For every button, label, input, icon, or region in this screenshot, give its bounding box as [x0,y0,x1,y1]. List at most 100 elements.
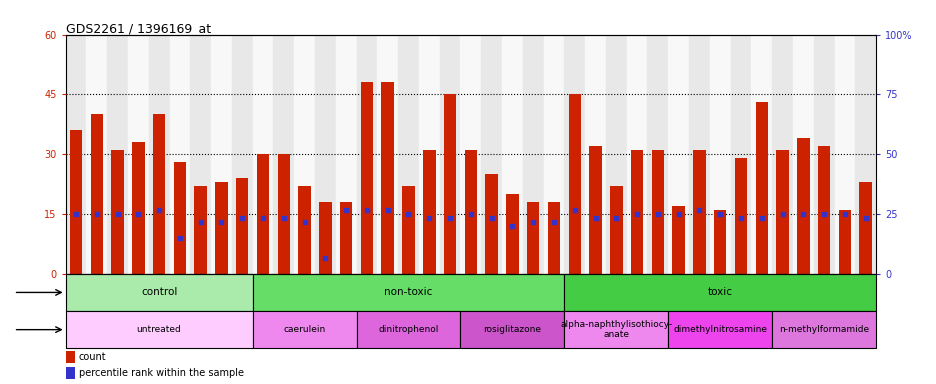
Point [753,215,768,221]
Bar [314,35,335,274]
Point [213,219,228,225]
Bar [173,162,186,274]
Point [816,211,831,217]
Text: caerulein: caerulein [284,325,326,334]
Bar [543,35,563,274]
Bar [460,311,563,348]
Bar [693,150,705,274]
Point [338,207,353,213]
Bar [357,311,460,348]
Point [733,215,748,221]
Bar [522,35,543,274]
Point [691,207,706,213]
Bar [91,114,103,274]
Bar [444,94,456,274]
Bar [335,35,357,274]
Point [588,215,603,221]
Text: n-methylformamide: n-methylformamide [778,325,869,334]
Bar [776,150,788,274]
Bar [647,35,667,274]
Bar [190,35,211,274]
Text: GDS2261 / 1396169_at: GDS2261 / 1396169_at [66,22,211,35]
Text: dinitrophenol: dinitrophenol [378,325,438,334]
Point [774,211,789,217]
Bar [688,35,709,274]
Bar [132,142,144,274]
Point [795,211,810,217]
Bar [381,83,393,274]
Bar [66,311,253,348]
Bar [672,206,684,274]
Bar [630,150,643,274]
Point [421,215,436,221]
Point [317,255,332,261]
Text: dimethylnitrosamine: dimethylnitrosamine [672,325,767,334]
Point [256,215,271,221]
Point [442,215,457,221]
Point [525,219,540,225]
Bar [812,35,834,274]
Point [670,211,685,217]
Bar [298,186,311,274]
Text: alpha-naphthylisothiocy-
anate: alpha-naphthylisothiocy- anate [560,320,672,339]
Bar [231,35,253,274]
Bar [505,194,519,274]
Point [401,211,416,217]
Bar [69,130,82,274]
Point [89,211,104,217]
Bar [713,210,725,274]
Bar [66,351,75,362]
Point [462,211,477,217]
Bar [86,35,107,274]
Bar [66,367,75,379]
Text: untreated: untreated [137,325,182,334]
Text: count: count [79,352,106,362]
Bar [754,103,768,274]
Bar [277,154,290,274]
Bar [606,35,626,274]
Bar [667,35,688,274]
Point [172,235,187,241]
Point [505,223,519,229]
Bar [771,35,792,274]
Point [650,211,665,217]
Bar [107,35,128,274]
Bar [563,35,584,274]
Text: rosiglitazone: rosiglitazone [483,325,541,334]
Bar [709,35,730,274]
Bar [195,186,207,274]
Point [152,207,167,213]
Point [629,211,644,217]
Bar [402,186,415,274]
Bar [464,150,476,274]
Bar [667,311,771,348]
Bar [357,35,377,274]
Bar [294,35,314,274]
Bar [855,35,875,274]
Bar [211,35,231,274]
Text: toxic: toxic [707,288,732,298]
Bar [481,35,502,274]
Bar [651,150,664,274]
Bar [439,35,460,274]
Point [235,215,250,221]
Bar [563,311,667,348]
Bar [626,35,647,274]
Bar [563,274,875,311]
Bar [340,202,352,274]
Bar [797,138,809,274]
Bar [360,83,373,274]
Bar [149,35,169,274]
Point [110,211,124,217]
Text: non-toxic: non-toxic [384,288,432,298]
Bar [236,178,248,274]
Point [857,215,872,221]
Bar [273,35,294,274]
Text: percentile rank within the sample: percentile rank within the sample [79,368,243,378]
Bar [526,202,539,274]
Bar [589,146,601,274]
Bar [858,182,871,274]
Point [566,207,581,213]
Point [837,211,852,217]
Bar [548,202,560,274]
